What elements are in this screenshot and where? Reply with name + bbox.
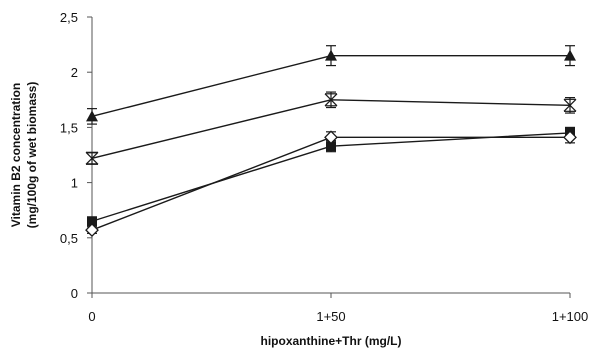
x-tick-label: 1+50 [316, 309, 345, 324]
y-tick-label: 0 [71, 286, 78, 301]
series-triangle [86, 45, 576, 125]
data-point-diamond [85, 223, 99, 237]
series-group [85, 45, 577, 237]
y-tick-label: 1 [71, 176, 78, 191]
series-diamond-open [85, 130, 577, 237]
y-tick-label: 1,5 [60, 120, 78, 135]
data-point-square [326, 141, 336, 152]
data-point-triangle [325, 49, 337, 61]
y-axis-title-line-1: Vitamin B2 concentration [9, 83, 23, 227]
data-point-xbox-diag2 [324, 93, 338, 107]
data-point-xbox-diag2 [563, 98, 577, 112]
x-tick-label: 1+100 [552, 309, 589, 324]
x-axis-title: hipoxanthine+Thr (mg/L) [261, 334, 402, 348]
data-point-triangle [564, 49, 576, 61]
data-point-square [87, 216, 97, 227]
tick-labels: 0 0,5 1 1,5 2 2,5 0 1+50 1+100 [60, 10, 588, 324]
y-tick-label: 2,5 [60, 10, 78, 25]
series-x-box [85, 91, 577, 165]
data-point-xbox-diag2 [85, 151, 99, 165]
data-point-diamond [324, 130, 338, 145]
y-tick-label: 2 [71, 65, 78, 80]
data-point-diamond [563, 130, 577, 145]
data-point-triangle [86, 110, 98, 122]
y-tick-label: 0,5 [60, 231, 78, 246]
y-axis-title-line-2: (mg/100g of wet biomass) [25, 82, 39, 229]
x-tick-label: 0 [88, 309, 95, 324]
